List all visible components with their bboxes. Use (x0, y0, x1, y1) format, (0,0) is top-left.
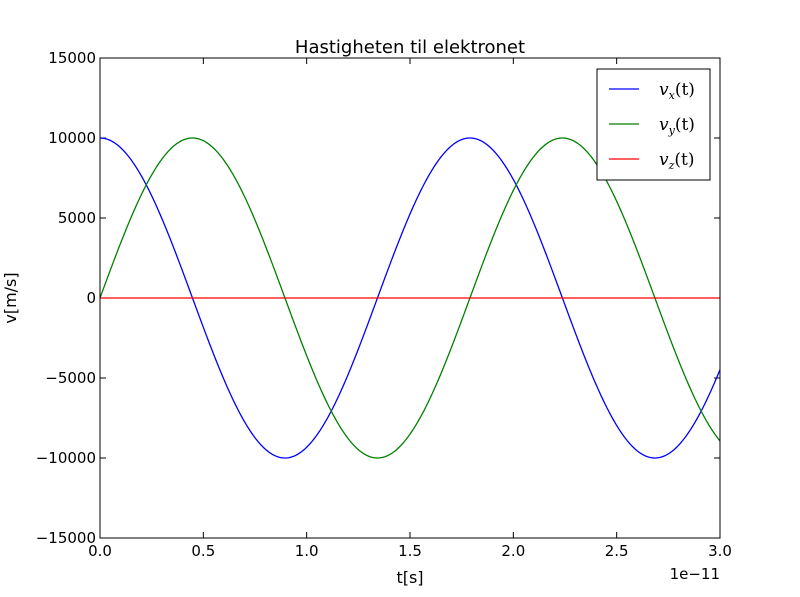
y-axis-label: v[m/s] (1, 272, 20, 323)
y-tick-label: −10000 (36, 449, 96, 467)
y-tick-label: 10000 (48, 129, 96, 147)
legend-entry-x: vx(t) (659, 80, 695, 102)
y-tick-label: 0 (86, 289, 96, 307)
legend-entry-z: vz(t) (659, 150, 695, 172)
series-line-x (99, 137, 721, 459)
x-tick-label: 0.0 (88, 542, 112, 560)
x-tick-label: 2.5 (605, 542, 629, 560)
y-tick-label: 15000 (48, 49, 96, 67)
axis-ticks: 0.0 0.5 1.0 1.5 2.0 2.5 3.0 −15000 −10000 −5000 0 5… (36, 49, 732, 560)
x-tick-label: 2.0 (501, 542, 525, 560)
x-offset-label: 1e−11 (670, 565, 720, 583)
y-tick-label: 5000 (58, 209, 96, 227)
legend-entry-y: vy(t) (659, 115, 695, 137)
x-tick-label: 1.0 (295, 542, 319, 560)
y-tick-label: −5000 (45, 369, 96, 387)
y-tick-label: −15000 (36, 529, 96, 547)
series-line-y (99, 137, 721, 459)
axes-frame (99, 57, 721, 539)
x-axis-label: t[s] (396, 568, 423, 587)
chart-title: Hastigheten til elektronet (295, 37, 525, 58)
legend: vx(t) vy(t) vz(t) (596, 68, 711, 181)
x-tick-label: 3.0 (708, 542, 732, 560)
series-lines (99, 137, 721, 459)
x-tick-label: 0.5 (191, 542, 215, 560)
x-tick-label: 1.5 (398, 542, 422, 560)
